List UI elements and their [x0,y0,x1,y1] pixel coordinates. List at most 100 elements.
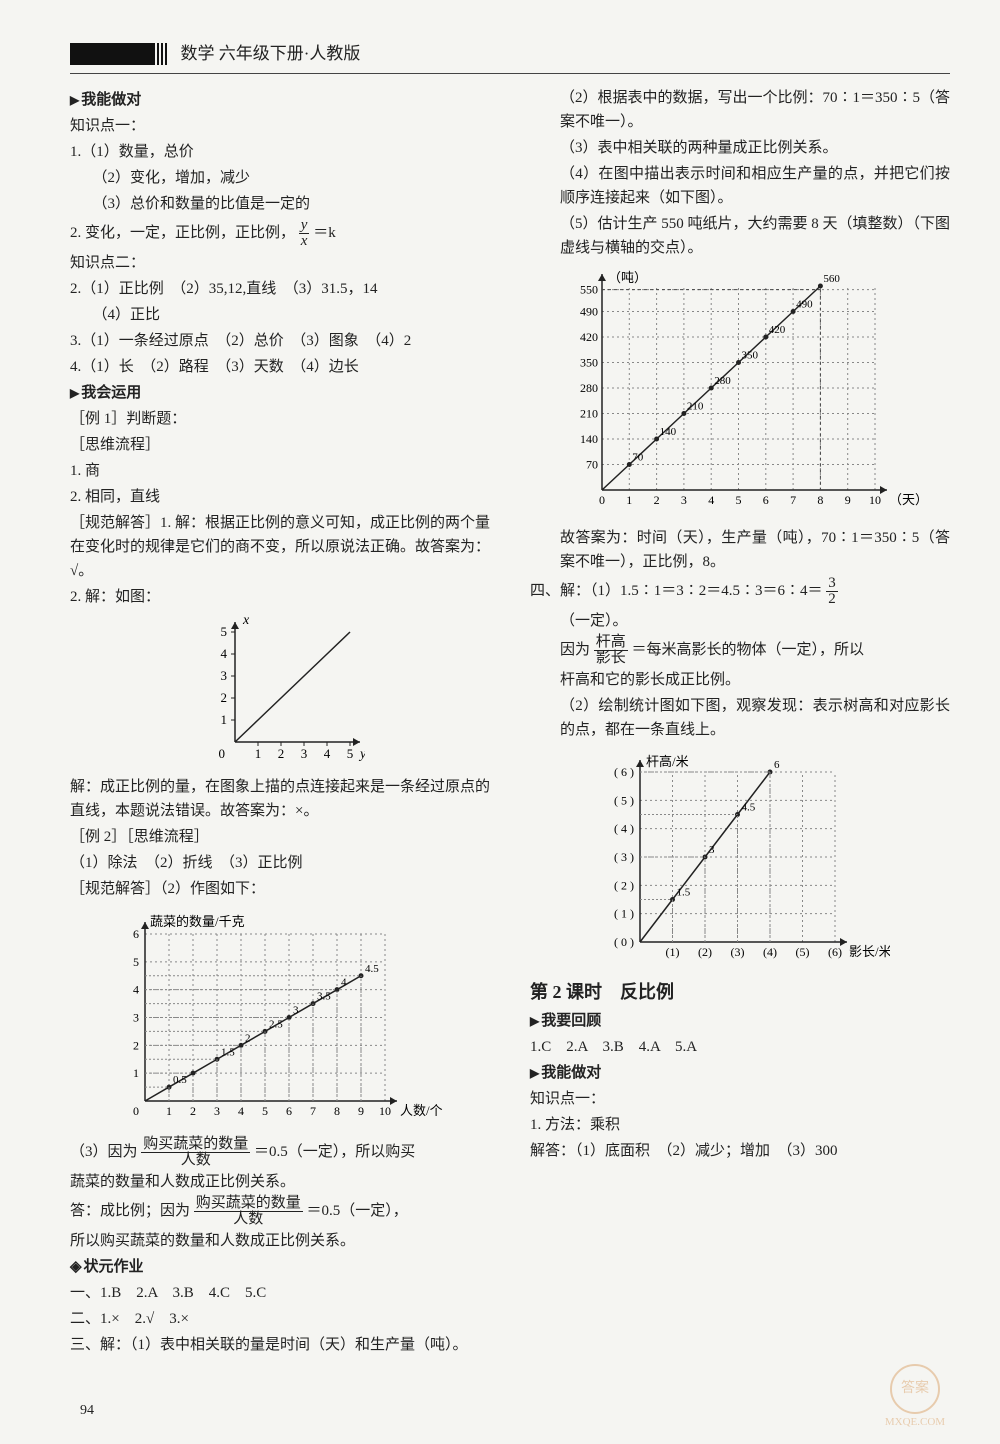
text: ［例 2］［思维流程］ [70,825,490,849]
svg-text:0.5: 0.5 [173,1074,187,1086]
svg-text:人数/个: 人数/个 [400,1103,443,1118]
svg-text:0: 0 [133,1104,139,1118]
t: （3）因为 [70,1144,138,1160]
text: 4.（1）长 （2）路程 （3）天数 （4）边长 [70,355,490,379]
svg-text:350: 350 [742,350,759,362]
svg-text:1.5: 1.5 [221,1046,235,1058]
heading-wndd2: 我能做对 [530,1061,950,1085]
svg-text:5: 5 [133,955,139,969]
chart-pole-shadow: ( 0 )( 1 )( 2 )( 3 )( 4 )( 5 )( 6 )(1)(2… [590,750,890,970]
svg-text:3: 3 [301,746,308,761]
t: 3 [826,576,838,592]
svg-text:4: 4 [238,1104,244,1118]
t: 影长 [594,651,628,666]
svg-text:3.5: 3.5 [317,991,331,1003]
svg-text:（吨）: （吨） [608,270,647,285]
fraction-yx: yx [299,218,310,249]
svg-text:( 2 ): ( 2 ) [614,878,634,892]
svg-text:210: 210 [580,407,598,421]
svg-text:( 0 ): ( 0 ) [614,935,634,949]
svg-text:560: 560 [823,273,840,285]
svg-text:（天）: （天） [889,492,920,507]
text: 1. 商 [70,459,490,483]
t: 购买蔬菜的数量 [194,1196,303,1212]
svg-text:x: x [242,617,250,628]
svg-text:6: 6 [133,927,139,941]
svg-text:3: 3 [214,1104,220,1118]
page-header: 数学 六年级下册·人教版 [70,40,950,74]
text: 三、解：（1）表中相关联的量是时间（天）和生产量（吨）。 [70,1333,490,1357]
text: 知识点一： [70,114,490,138]
svg-text:4.5: 4.5 [742,802,756,814]
text: 3.（1）一条经过原点 （2）总价 （3）图象 （4）2 [70,329,490,353]
fraction-32: 3 2 [826,576,838,607]
header-stripes-icon [157,43,167,65]
watermark: 答案 MXQE.COM [850,1364,980,1424]
svg-text:9: 9 [845,493,851,507]
page-content: 我能做对 知识点一： 1.（1）数量，总价 （2）变化，增加，减少 （3）总价和… [70,86,950,1404]
svg-text:4: 4 [133,983,139,997]
svg-text:2: 2 [654,493,660,507]
svg-text:70: 70 [632,452,644,464]
t: 杆高 [594,635,628,651]
svg-text:4: 4 [341,977,347,989]
header-title: 数学 六年级下册·人教版 [181,44,361,63]
svg-text:420: 420 [769,324,786,336]
svg-text:70: 70 [586,458,598,472]
fraction: 购买蔬菜的数量 人数 [194,1196,303,1227]
svg-text:3: 3 [133,1011,139,1025]
svg-text:1: 1 [255,746,262,761]
chart-vegetable-people: 123456789101234560蔬菜的数量/千克人数/个0.51.522.5… [115,909,445,1129]
text: 1.C 2.A 3.B 4.A 5.A [530,1035,950,1059]
svg-text:3: 3 [221,668,228,683]
svg-text:1: 1 [626,493,632,507]
t: ＝0.5（一定），所以购买 [254,1144,415,1160]
section-title-lesson2: 第 2 课时 反比例 [530,978,950,1007]
text: 四、解：（1）1.5∶1＝3∶2＝4.5∶3＝6∶4＝ 3 2 [530,576,950,607]
t: 答：成比例；因为 [70,1203,190,1219]
text: 解答：（1）底面积 （2）减少；增加 （3）300 [530,1139,950,1163]
text: 解：成正比例的量，在图象上描的点连接起来是一条经过原点的直线，本题说法错误。故答… [70,775,490,823]
text: 蔬菜的数量和人数成正比例关系。 [70,1170,490,1194]
svg-text:2: 2 [133,1038,139,1052]
text: （3）因为 购买蔬菜的数量 人数 ＝0.5（一定），所以购买 [70,1137,490,1168]
svg-text:4: 4 [221,646,228,661]
text: （2）变化，增加，减少 [70,166,490,190]
header-black-block [70,43,155,65]
svg-text:( 3 ): ( 3 ) [614,850,634,864]
svg-text:10: 10 [869,493,881,507]
text: （一定）。 [530,609,950,633]
text: 杆高和它的影长成正比例。 [530,668,950,692]
svg-text:1: 1 [133,1066,139,1080]
svg-text:10: 10 [379,1104,391,1118]
svg-text:3: 3 [293,1005,299,1017]
fraction: 购买蔬菜的数量 人数 [141,1137,250,1168]
svg-text:y: y [358,747,365,762]
svg-text:350: 350 [580,356,598,370]
svg-text:影长/米: 影长/米 [849,944,890,959]
fraction: 杆高 影长 [594,635,628,666]
watermark-site: MXQE.COM [850,1414,980,1432]
svg-text:5: 5 [347,746,354,761]
heading-wyhg: 我要回顾 [530,1009,950,1033]
svg-text:(2): (2) [698,945,712,959]
svg-text:7: 7 [790,493,796,507]
svg-text:490: 490 [796,299,813,311]
svg-text:4: 4 [708,493,714,507]
svg-text:4.5: 4.5 [365,963,379,975]
svg-text:3: 3 [681,493,687,507]
page-number: 94 [80,1400,94,1422]
svg-text:2.5: 2.5 [269,1018,283,1030]
svg-text:( 5 ): ( 5 ) [614,793,634,807]
heading-whyy: 我会运用 [70,381,490,405]
text-span: 2. 变化，一定，正比例，正比例， [70,225,295,241]
text: （2）根据表中的数据，写出一个比例：70∶1＝350∶5（答案不唯一）。 [530,86,950,134]
svg-text:420: 420 [580,330,598,344]
svg-text:6: 6 [286,1104,292,1118]
svg-text:210: 210 [687,401,704,413]
text: （2）绘制统计图如下图，观察发现：表示树高和对应影长的点，都在一条直线上。 [530,694,950,742]
svg-text:5: 5 [221,624,228,639]
text: 2.（1）正比例 （2）35,12,直线 （3）31.5，14 [70,277,490,301]
text-span: ＝k [313,225,336,241]
t: 2 [826,592,838,607]
